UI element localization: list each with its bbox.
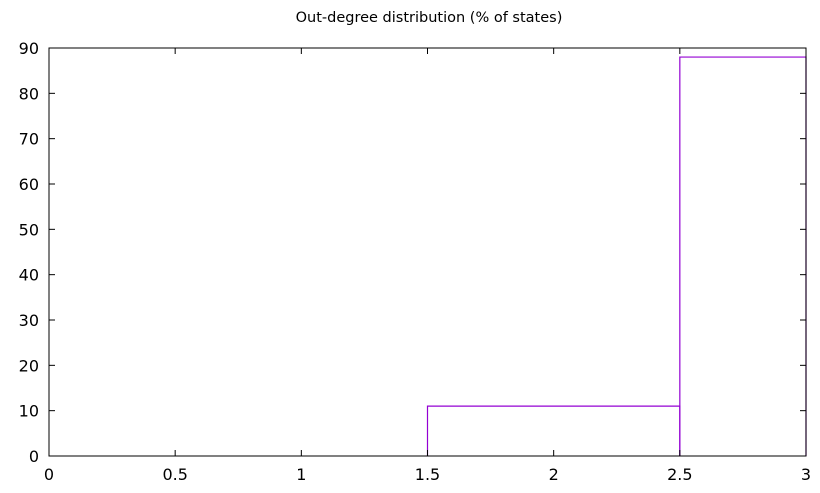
y-tick-label: 80 xyxy=(19,84,39,103)
y-tick-label: 60 xyxy=(19,175,39,194)
y-tick-label: 20 xyxy=(19,356,39,375)
histogram-bar xyxy=(679,56,807,456)
plot-bars xyxy=(426,56,807,456)
y-tick-label: 50 xyxy=(19,220,39,239)
x-tick-label: 1.5 xyxy=(415,465,440,484)
y-tick-label: 70 xyxy=(19,130,39,149)
y-tick-label: 40 xyxy=(19,266,39,285)
y-axis: 0 10 20 30 40 50 60 70 80 90 xyxy=(19,39,806,466)
x-tick-label: 1 xyxy=(296,465,306,484)
y-tick-label: 30 xyxy=(19,311,39,330)
y-tick-label: 10 xyxy=(19,402,39,421)
chart-title: Out-degree distribution (% of states) xyxy=(296,10,563,26)
x-tick-label: 2 xyxy=(549,465,559,484)
x-tick-label: 3 xyxy=(801,465,811,484)
x-tick-label: 0 xyxy=(44,465,54,484)
x-axis: 0 0.5 1 1.5 2 2.5 3 xyxy=(44,48,811,484)
x-tick-label: 0.5 xyxy=(162,465,187,484)
histogram-bar xyxy=(426,405,681,456)
y-tick-label: 0 xyxy=(29,447,39,466)
y-tick-label: 90 xyxy=(19,39,39,58)
plot-frame xyxy=(48,47,807,457)
x-tick-label: 2.5 xyxy=(667,465,692,484)
